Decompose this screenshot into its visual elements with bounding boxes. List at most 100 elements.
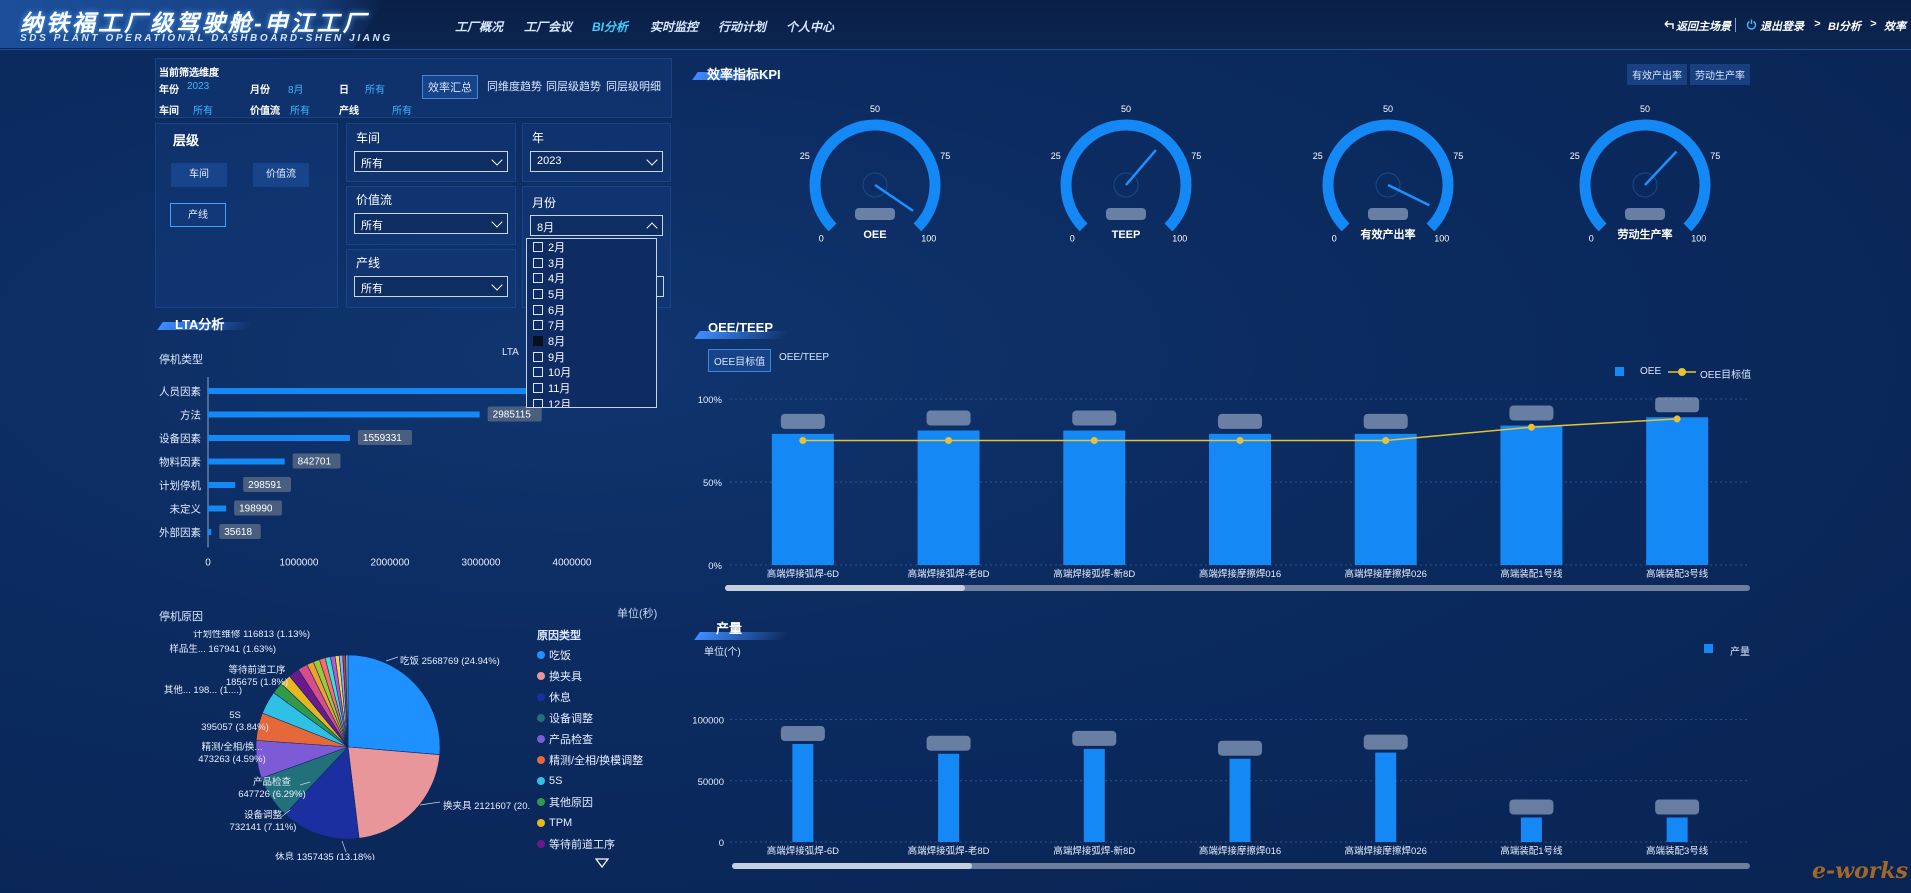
month-option[interactable]: 12月: [527, 396, 656, 407]
tab-same-level-trend[interactable]: 同层级趋势: [546, 81, 601, 93]
pie-label: 精测/全相/换...: [202, 741, 263, 753]
gauge-needle: [874, 183, 914, 212]
kpi-button-effective-output[interactable]: 有效产出率: [1627, 64, 1687, 85]
breadcrumb-bi[interactable]: BI分析: [1828, 21, 1861, 33]
month-option[interactable]: 4月: [527, 270, 656, 286]
nav-item-personal-center[interactable]: 个人中心: [786, 20, 835, 34]
lta-tab-partial[interactable]: LTA: [502, 347, 519, 358]
tab-oee-target[interactable]: OEE目标值: [708, 349, 772, 372]
oee-bar-value-blurred: [1655, 397, 1700, 413]
oee-x-tick-label: 高端焊接摩擦焊026: [1345, 568, 1427, 580]
checkbox-icon[interactable]: [533, 241, 543, 252]
level-button-workshop[interactable]: 车间: [171, 163, 227, 187]
valuestream-select[interactable]: 所有: [354, 213, 508, 234]
month-option[interactable]: 2月: [527, 239, 656, 255]
oee-target-point: [1090, 437, 1098, 444]
logout-link[interactable]: 退出登录: [1760, 21, 1804, 33]
oee-bar: [1063, 430, 1126, 565]
gauge-tick-label: 25: [1570, 151, 1580, 161]
month-dropdown-list[interactable]: 2月 3月 4月 5月 6月 7月 8月 9月 10月 11月 12月: [526, 238, 657, 408]
pie-legend-item[interactable]: 5S: [537, 770, 677, 791]
checkbox-icon[interactable]: [533, 383, 543, 394]
tab-same-level-detail[interactable]: 同层级明细: [606, 81, 661, 93]
month-select[interactable]: 8月: [530, 215, 663, 236]
level-button-line[interactable]: 产线: [170, 203, 226, 227]
pie-legend-label: 产品检查: [549, 733, 593, 746]
pie-legend-item[interactable]: 精测/全相/换模调整: [537, 749, 677, 770]
pie-leader-line: [385, 656, 399, 662]
pie-label: 185675 (1.8%): [226, 677, 288, 688]
pie-label: 样品生... 167941 (1.63%): [169, 643, 276, 655]
pie-legend-label: TPM: [549, 816, 573, 829]
oee-scrollbar-thumb: [725, 585, 965, 591]
pie-legend-item[interactable]: 设备调整: [537, 707, 677, 728]
pie-legend-label: 等待前道工序: [549, 838, 615, 851]
breadcrumb-sep-2: >: [1870, 18, 1877, 30]
pie-legend-label: 休息: [549, 691, 571, 704]
hidden-select-edge: [655, 276, 664, 297]
breadcrumb-efficiency: 效率: [1884, 21, 1906, 33]
output-x-tick-label: 高端焊接弧焊-老8D: [908, 845, 990, 857]
month-option[interactable]: 3月: [527, 255, 656, 271]
tab-efficiency-summary[interactable]: 效率汇总: [422, 75, 478, 99]
pie-legend-item[interactable]: 产品检查: [537, 728, 677, 749]
nav-item-realtime-monitor[interactable]: 实时监控: [650, 20, 699, 34]
checkbox-icon[interactable]: [533, 304, 543, 315]
checkbox-icon[interactable]: [533, 398, 543, 407]
nav-item-bi-analysis[interactable]: BI分析: [592, 20, 629, 34]
pie-legend-item[interactable]: TPM: [537, 812, 677, 833]
month-option[interactable]: 8月: [527, 333, 656, 349]
nav-item-factory-overview[interactable]: 工厂概况: [455, 20, 504, 34]
output-legend-label: 产量: [1730, 647, 1750, 658]
pie-legend-item[interactable]: 换夹具: [537, 665, 677, 686]
lta-data-label-bg: [243, 477, 291, 492]
month-option[interactable]: 7月: [527, 317, 656, 333]
nav-item-factory-meeting[interactable]: 工厂会议: [524, 20, 573, 34]
month-option[interactable]: 5月: [527, 286, 656, 302]
checkbox-icon[interactable]: [533, 257, 543, 268]
gauge-value-blurred: [1625, 208, 1665, 220]
pie-legend-item[interactable]: 其他原因: [537, 791, 677, 812]
output-bar-value-blurred: [1655, 799, 1700, 815]
oee-bar-value-blurred: [1072, 410, 1117, 426]
summary-valuestream-value: 所有: [290, 106, 310, 117]
line-select[interactable]: 所有: [354, 276, 508, 297]
checkbox-icon[interactable]: [533, 320, 543, 331]
month-option[interactable]: 6月: [527, 302, 656, 318]
tab-same-dimension-trend[interactable]: 同维度趋势: [487, 81, 542, 93]
pie-legend-item[interactable]: 等待前道工序: [537, 833, 677, 854]
checkbox-icon[interactable]: [533, 273, 543, 284]
month-option[interactable]: 9月: [527, 349, 656, 365]
oee-target-point: [945, 437, 953, 444]
tab-oee-teep[interactable]: OEE/TEEP: [779, 352, 830, 363]
kpi-button-labor-productivity[interactable]: 劳动生产率: [1690, 64, 1750, 85]
pie-legend-item[interactable]: 休息: [537, 686, 677, 707]
back-home-link[interactable]: 返回主场景: [1676, 21, 1731, 33]
year-select[interactable]: 2023: [530, 151, 663, 172]
level-button-valuestream[interactable]: 价值流: [253, 163, 309, 187]
lta-data-label-bg: [234, 500, 282, 516]
workshop-select[interactable]: 所有: [354, 151, 508, 172]
output-x-tick-label: 高端焊接摩擦焊026: [1345, 845, 1427, 857]
gauge-tick-label: 25: [800, 151, 810, 161]
checkbox-icon[interactable]: [533, 367, 543, 378]
watermark-logo: e-works: [1812, 858, 1908, 884]
nav-item-action-plan[interactable]: 行动计划: [718, 20, 767, 34]
month-option[interactable]: 10月: [527, 365, 656, 381]
oee-x-tick-label: 高端焊接弧焊-新8D: [1053, 568, 1135, 580]
pie-label: 产品检查: [253, 776, 292, 788]
checkbox-icon[interactable]: [533, 335, 543, 346]
month-option-label: 3月: [548, 257, 566, 270]
workshop-select-value: 所有: [361, 158, 383, 170]
oee-bar: [1646, 417, 1709, 565]
gauge-tick-label: 75: [1191, 151, 1201, 161]
lta-category-label: 方法: [180, 409, 201, 422]
checkbox-icon[interactable]: [533, 288, 543, 299]
legend-scroll-down-icon[interactable]: [595, 858, 609, 868]
month-option[interactable]: 11月: [527, 380, 656, 396]
pie-legend-item[interactable]: 吃饭: [537, 644, 677, 665]
gauge-name: TEEP: [1112, 229, 1141, 241]
output-bar-value-blurred: [926, 735, 971, 751]
checkbox-icon[interactable]: [533, 351, 543, 362]
